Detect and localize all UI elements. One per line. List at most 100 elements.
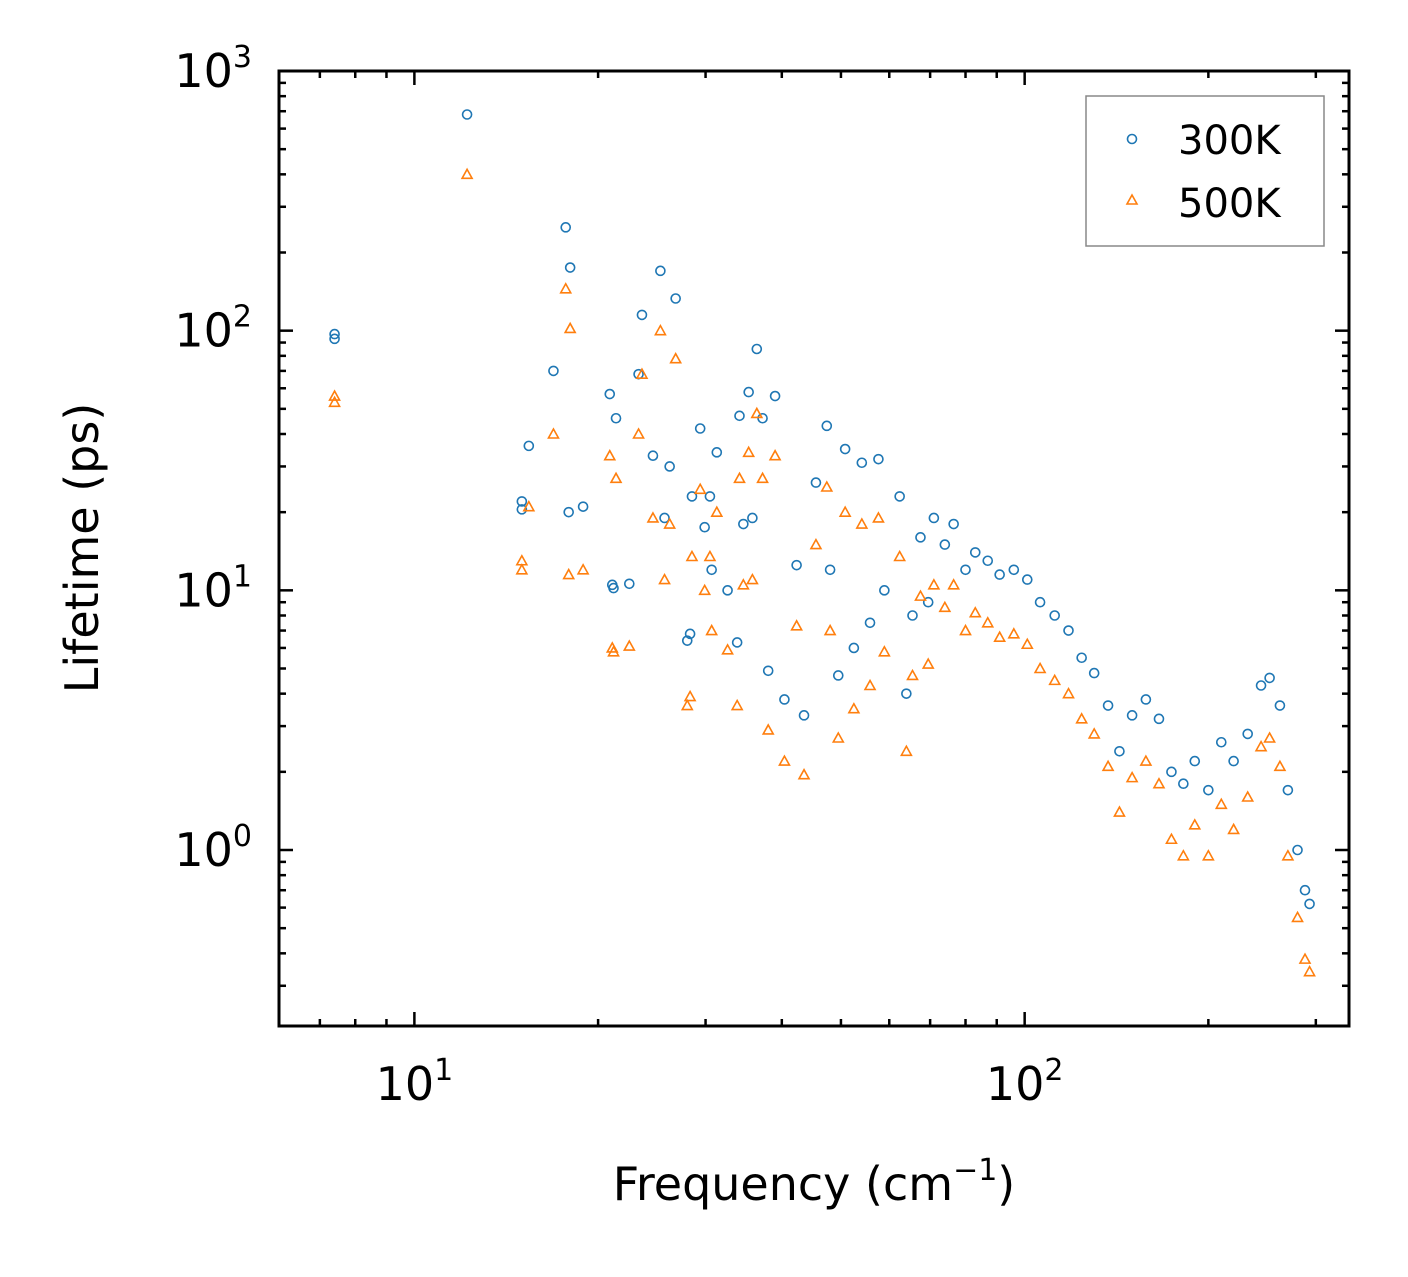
point-300k — [461, 109, 473, 120]
point-300k — [873, 453, 884, 465]
point-300k — [856, 457, 868, 469]
point-300k — [1178, 778, 1189, 790]
point-500k — [562, 567, 576, 580]
point-300k — [769, 390, 781, 402]
point-300k — [969, 547, 981, 558]
point-300k — [610, 412, 622, 424]
point-500k — [733, 471, 746, 484]
point-500k — [1152, 777, 1166, 789]
point-300k — [704, 491, 716, 502]
point-500k — [609, 471, 623, 484]
point-500k — [831, 731, 845, 743]
point-500k — [968, 606, 982, 618]
y-tick-label: 102 — [174, 300, 252, 358]
point-500k — [1303, 965, 1316, 977]
point-300k — [994, 569, 1005, 580]
point-500k — [607, 645, 620, 657]
point-300k — [982, 555, 994, 567]
x-tick-labels: 101 102 — [376, 1053, 1064, 1111]
point-300k — [1242, 728, 1254, 740]
point-300k — [1274, 700, 1286, 711]
point-300k — [734, 410, 745, 422]
point-500k — [823, 623, 837, 636]
point-300k — [1228, 755, 1239, 767]
point-500k — [680, 698, 694, 711]
point-300k — [901, 688, 912, 699]
point-500k — [1101, 759, 1115, 772]
point-300k — [1304, 898, 1315, 910]
point-300k — [864, 617, 876, 629]
data-points — [328, 109, 1316, 977]
point-300k — [624, 578, 635, 590]
point-500k — [547, 427, 560, 439]
point-300k — [516, 496, 528, 507]
point-300k — [948, 518, 959, 530]
point-500k — [1165, 832, 1178, 845]
point-300k — [907, 610, 918, 621]
point-500k — [654, 324, 667, 336]
point-300k — [329, 328, 340, 340]
point-500k — [790, 619, 803, 631]
point-500k — [981, 616, 995, 628]
point-300k — [747, 512, 758, 524]
point-300k — [762, 665, 774, 677]
point-300k — [523, 440, 535, 452]
y-axis-label: Lifetime (ps) — [55, 403, 109, 694]
point-300k — [939, 539, 951, 550]
point-300k — [1292, 844, 1303, 856]
legend: 300K 500K — [1085, 95, 1325, 247]
point-300k — [684, 628, 696, 640]
point-500k — [906, 668, 919, 681]
point-300k — [604, 388, 616, 400]
point-500k — [646, 511, 660, 523]
point-500k — [703, 549, 717, 562]
point-500k — [1062, 687, 1075, 699]
point-500k — [1007, 627, 1021, 639]
legend-marker-500k — [1125, 193, 1139, 205]
point-500k — [460, 167, 474, 180]
point-300k — [922, 596, 934, 608]
y-tick-label: 103 — [174, 40, 252, 98]
y-tick-label: 100 — [174, 819, 252, 877]
point-300k — [577, 501, 589, 512]
point-500k — [878, 645, 891, 657]
point-500k — [635, 367, 649, 379]
point-300k — [1021, 574, 1033, 585]
point-300k — [1282, 784, 1294, 796]
point-500k — [710, 505, 724, 517]
point-500k — [893, 549, 907, 562]
point-300k — [647, 450, 659, 461]
plot-frame — [277, 69, 1351, 1028]
point-500k — [1202, 849, 1215, 861]
point-300k — [1034, 596, 1046, 608]
point-300k — [711, 447, 723, 458]
point-300k — [670, 293, 681, 304]
point-500k — [515, 563, 529, 575]
point-300k — [1049, 610, 1060, 621]
point-300k — [879, 585, 890, 596]
y-tick-label: 101 — [174, 559, 252, 617]
point-500k — [959, 623, 972, 636]
point-300k — [798, 710, 810, 721]
point-500k — [576, 563, 590, 575]
point-300k — [681, 635, 693, 646]
point-300k — [1215, 736, 1227, 748]
point-500k — [756, 471, 769, 484]
point-500k — [705, 623, 719, 636]
point-500k — [1113, 805, 1126, 817]
point-500k — [1273, 759, 1287, 772]
x-axis-label: Frequency (cm−1) — [613, 1153, 1016, 1211]
x-tick-label: 102 — [986, 1053, 1064, 1111]
point-300k — [1153, 713, 1165, 725]
point-300k — [1126, 710, 1138, 721]
point-500k — [778, 754, 791, 766]
point-500k — [768, 449, 782, 461]
point-300k — [516, 504, 528, 515]
point-300k — [1189, 755, 1201, 767]
point-500k — [563, 321, 577, 334]
point-500k — [938, 600, 952, 613]
y-tick-labels: 100 101 102 103 — [174, 40, 252, 877]
series-500k — [328, 167, 1316, 977]
point-500k — [1241, 790, 1255, 802]
point-500k — [632, 427, 645, 439]
